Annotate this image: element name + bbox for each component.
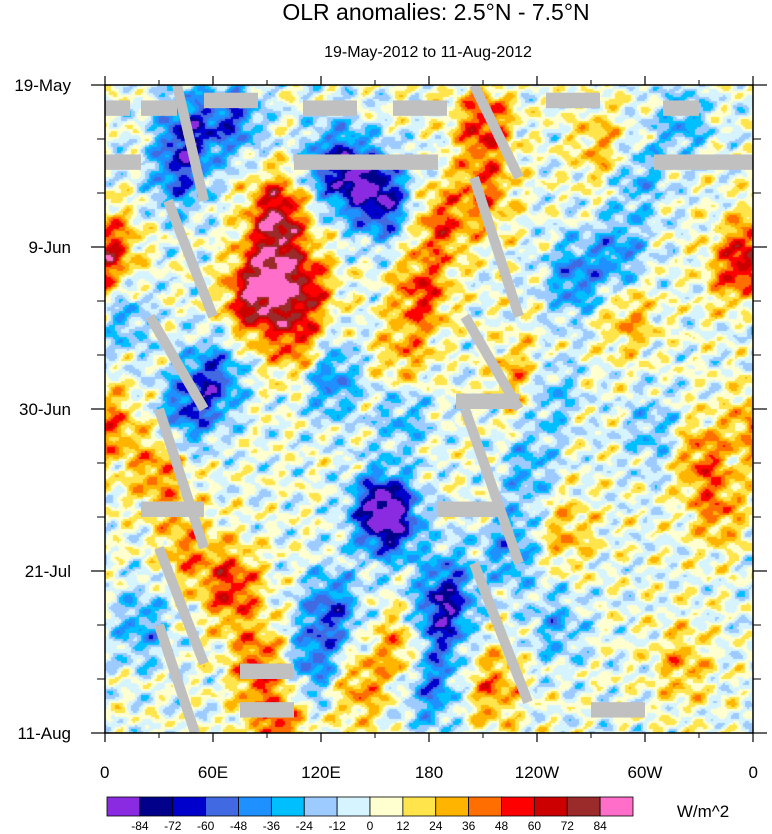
- x-tick-label: 180: [415, 763, 443, 782]
- missing-data-bar: [438, 501, 501, 517]
- colorbar-swatch: [435, 796, 470, 817]
- x-tick-label: 120W: [515, 763, 559, 782]
- missing-data-layer: [105, 85, 753, 733]
- colorbar-label: -60: [197, 819, 215, 833]
- missing-data-stripe: [154, 546, 209, 666]
- missing-data-bar: [240, 702, 294, 718]
- colorbar-label: 84: [593, 819, 607, 833]
- missing-data-stripe: [163, 198, 218, 319]
- missing-data-bar: [105, 100, 131, 116]
- colorbar-swatch: [599, 796, 634, 817]
- colorbar-swatch: [303, 796, 338, 817]
- chart-subtitle: 19-May-2012 to 11-Aug-2012: [324, 44, 532, 61]
- colorbar-label: 12: [396, 819, 410, 833]
- missing-data-stripe: [460, 407, 524, 565]
- colorbar-label: -84: [131, 819, 149, 833]
- colorbar-label: 36: [462, 819, 476, 833]
- anomaly-field: [105, 85, 753, 733]
- missing-data-bar: [141, 100, 177, 116]
- colorbar-swatch: [501, 796, 535, 817]
- y-tick-label: 30-Jun: [19, 400, 71, 419]
- colorbar-swatch: [336, 796, 371, 817]
- colorbar-label: -48: [230, 819, 248, 833]
- x-tick-label: 60E: [198, 763, 228, 782]
- missing-data-bar: [105, 154, 141, 170]
- y-tick-label: 19-May: [14, 76, 71, 95]
- y-axis: 19-May 9-Jun 30-Jun 21-Jul 11-Aug: [14, 76, 767, 743]
- missing-data-stripe: [154, 623, 200, 733]
- x-tick-label: 0: [749, 763, 758, 782]
- colorbar-label: -36: [263, 819, 281, 833]
- missing-data-stripe: [469, 176, 524, 318]
- colorbar-swatch: [205, 796, 239, 817]
- missing-data-bar: [393, 100, 447, 116]
- colorbar-swatch: [533, 796, 568, 817]
- colorbar-label: 0: [367, 819, 374, 833]
- y-tick-label: 11-Aug: [17, 724, 71, 743]
- colorbar-units: W/m^2: [677, 802, 729, 821]
- x-tick-label: 120E: [301, 763, 341, 782]
- missing-data-stripe: [460, 313, 524, 412]
- colorbar-swatch: [566, 796, 601, 817]
- missing-data-bar: [456, 393, 519, 409]
- missing-data-bar: [240, 663, 294, 679]
- missing-data-stripe: [154, 407, 209, 550]
- colorbar-swatch: [139, 796, 174, 817]
- colorbar-label: -12: [328, 819, 346, 833]
- colorbar-swatch: [172, 796, 207, 817]
- colorbar-label: 24: [429, 819, 443, 833]
- colorbar-swatch: [369, 796, 404, 817]
- missing-data-bar: [663, 100, 699, 116]
- colorbar-swatch: [238, 796, 272, 817]
- missing-data-bar: [591, 702, 645, 718]
- colorbar-label: 48: [495, 819, 509, 833]
- y-tick-label: 9-Jun: [28, 238, 71, 257]
- x-tick-label: 60W: [628, 763, 663, 782]
- missing-data-bar: [294, 154, 438, 170]
- chart-title: OLR anomalies: 2.5°N - 7.5°N: [282, 0, 589, 25]
- missing-data-bar: [204, 92, 258, 109]
- missing-data-stripe: [172, 85, 209, 202]
- colorbar-swatch: [402, 796, 437, 817]
- colorbar-label: -72: [164, 819, 182, 833]
- missing-data-stripe: [469, 85, 524, 180]
- missing-data-stripe: [469, 561, 533, 704]
- colorbar-label: -24: [296, 819, 314, 833]
- missing-data-bar: [546, 92, 600, 109]
- colorbar-swatch: [468, 796, 502, 817]
- missing-data-stripe: [145, 313, 209, 412]
- colorbar-label: 72: [561, 819, 575, 833]
- missing-data-bar: [654, 154, 753, 170]
- colorbar-label: 60: [528, 819, 542, 833]
- missing-data-bar: [303, 100, 357, 116]
- x-tick-label: 0: [100, 763, 109, 782]
- x-axis: 0 60E 120E 180 120W 60W 0: [100, 76, 758, 782]
- colorbar: -84 -72 -60 -48 -36 -24 -12 0 12 24 36 48 60 72 84: [106, 796, 634, 833]
- colorbar-swatch: [106, 796, 141, 817]
- colorbar-swatch: [270, 796, 305, 817]
- y-tick-label: 21-Jul: [25, 562, 71, 581]
